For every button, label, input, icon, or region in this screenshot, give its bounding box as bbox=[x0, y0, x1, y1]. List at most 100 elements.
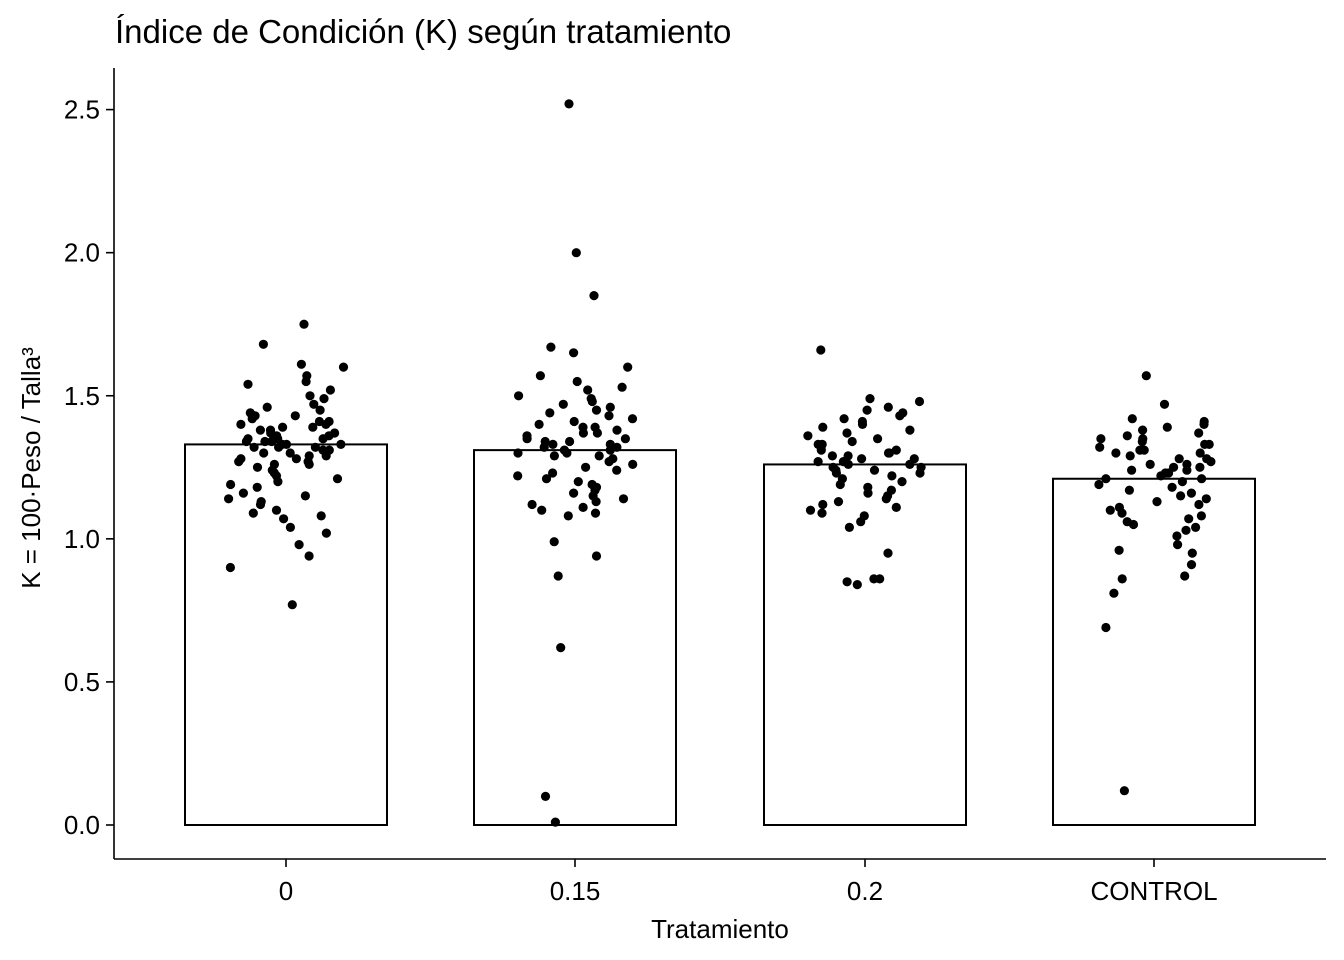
data-point bbox=[325, 385, 335, 395]
data-point bbox=[831, 468, 842, 478]
data-point bbox=[1128, 519, 1139, 530]
data-point bbox=[1172, 531, 1182, 541]
data-point bbox=[627, 414, 638, 424]
data-point bbox=[590, 508, 601, 518]
data-point bbox=[862, 405, 872, 415]
data-point bbox=[863, 488, 873, 498]
data-point bbox=[332, 474, 343, 484]
data-point bbox=[546, 342, 556, 352]
data-point bbox=[623, 362, 633, 372]
data-point bbox=[316, 511, 326, 521]
data-point bbox=[299, 319, 309, 329]
data-point bbox=[321, 419, 331, 429]
data-point bbox=[279, 514, 289, 524]
data-point bbox=[315, 405, 325, 415]
data-point bbox=[587, 396, 597, 407]
data-point bbox=[285, 448, 295, 458]
data-point bbox=[839, 414, 849, 424]
data-point bbox=[556, 643, 566, 653]
data-point bbox=[803, 431, 813, 441]
data-point bbox=[541, 474, 552, 484]
data-point bbox=[545, 408, 555, 418]
data-point bbox=[301, 376, 311, 387]
bar-0.2 bbox=[763, 463, 967, 826]
data-point bbox=[549, 451, 560, 461]
data-point bbox=[1101, 622, 1111, 633]
data-point bbox=[571, 248, 581, 258]
data-point bbox=[564, 99, 574, 109]
data-point bbox=[294, 540, 304, 550]
data-point bbox=[1096, 434, 1106, 444]
data-point bbox=[550, 817, 561, 827]
data-point bbox=[914, 396, 925, 407]
data-point bbox=[905, 425, 915, 435]
x-tick-label: 0 bbox=[279, 876, 293, 906]
data-point bbox=[260, 436, 270, 447]
data-point bbox=[248, 508, 258, 518]
data-point bbox=[578, 428, 589, 438]
data-point bbox=[236, 419, 246, 429]
y-tick-label: 2.0 bbox=[64, 238, 100, 268]
data-point bbox=[1156, 471, 1166, 481]
data-point bbox=[569, 416, 579, 427]
data-point bbox=[818, 422, 828, 432]
y-axis: 0.0 0.5 1.0 1.5 2.0 2.5 bbox=[64, 68, 115, 859]
data-point bbox=[594, 451, 604, 461]
data-point bbox=[321, 451, 331, 461]
data-point bbox=[1177, 477, 1187, 487]
data-point bbox=[915, 468, 925, 478]
x-tick-label: CONTROL bbox=[1090, 876, 1217, 906]
data-point bbox=[612, 465, 622, 475]
data-point bbox=[249, 442, 259, 452]
data-point bbox=[247, 414, 257, 424]
data-point bbox=[869, 465, 880, 475]
data-point bbox=[255, 499, 266, 510]
data-point bbox=[1191, 522, 1201, 533]
y-tick-label: 1.0 bbox=[64, 524, 100, 554]
data-point bbox=[865, 394, 875, 404]
data-point bbox=[592, 428, 603, 438]
data-point bbox=[278, 422, 288, 432]
data-point bbox=[274, 442, 284, 452]
data-point bbox=[1159, 399, 1170, 409]
data-point bbox=[572, 376, 582, 387]
data-point bbox=[842, 577, 852, 587]
data-point bbox=[259, 448, 269, 458]
data-point bbox=[816, 445, 826, 455]
data-point bbox=[1135, 445, 1145, 455]
data-point bbox=[1111, 448, 1121, 458]
bar-0.15 bbox=[473, 449, 677, 826]
data-point bbox=[305, 391, 315, 401]
x-tick-label: 0.2 bbox=[847, 876, 883, 906]
data-point bbox=[273, 477, 283, 487]
x-axis-label: Tratamiento bbox=[651, 914, 789, 944]
data-point bbox=[1137, 436, 1147, 447]
data-point bbox=[1152, 497, 1162, 507]
data-point bbox=[842, 428, 852, 438]
data-point bbox=[573, 477, 583, 487]
y-axis-label: K = 100·Peso / Talla³ bbox=[16, 347, 46, 589]
data-point bbox=[513, 448, 523, 458]
data-point bbox=[1184, 514, 1194, 524]
data-point bbox=[310, 442, 320, 452]
data-point bbox=[617, 382, 627, 392]
points-layer bbox=[224, 99, 1216, 827]
data-point bbox=[255, 425, 265, 435]
data-point bbox=[548, 439, 558, 449]
data-point bbox=[514, 391, 524, 401]
data-point bbox=[589, 291, 599, 301]
data-point bbox=[1181, 525, 1191, 535]
data-point bbox=[1199, 419, 1209, 429]
data-point bbox=[895, 411, 905, 421]
data-point bbox=[563, 511, 573, 521]
chart-title: Índice de Condición (K) según tratamient… bbox=[115, 13, 731, 50]
data-point bbox=[873, 434, 883, 444]
data-point bbox=[833, 497, 844, 507]
data-point bbox=[591, 405, 602, 415]
bars-layer bbox=[184, 443, 1256, 826]
bar-control bbox=[1052, 477, 1256, 826]
data-point bbox=[620, 434, 631, 444]
data-point bbox=[1187, 548, 1197, 558]
data-point bbox=[321, 528, 331, 538]
